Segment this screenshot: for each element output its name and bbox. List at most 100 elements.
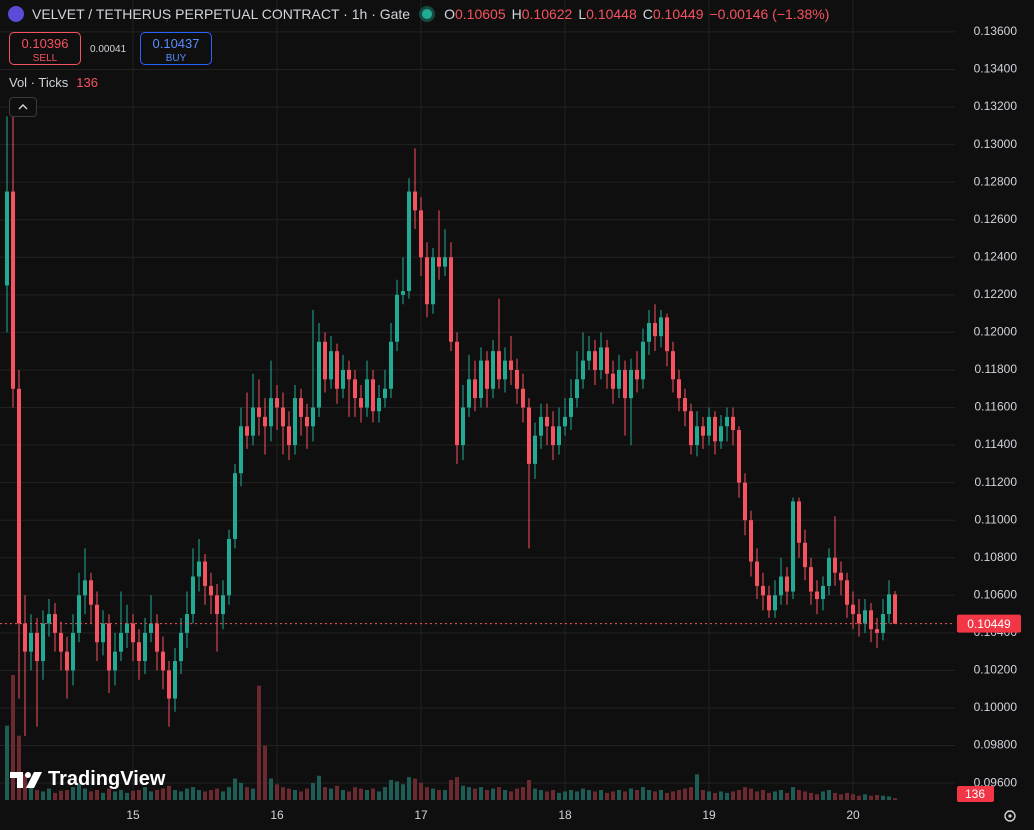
candle-body (347, 369, 351, 380)
volume-bar (659, 790, 663, 800)
candle-body (431, 257, 435, 305)
volume-bar (341, 790, 345, 800)
volume-bar (785, 792, 789, 800)
volume-bar (881, 795, 885, 800)
volume-bar (491, 788, 495, 800)
candle-body (779, 576, 783, 596)
y-tick-label: 0.11800 (975, 362, 1018, 376)
volume-bar (725, 792, 729, 800)
volume-bar (401, 784, 405, 800)
volume-bar (323, 787, 327, 800)
x-tick-label: 15 (126, 808, 140, 822)
candle-body (305, 416, 309, 427)
volume-bar (569, 790, 573, 800)
buy-button[interactable]: 0.10437 BUY (140, 32, 212, 65)
volume-bar (413, 778, 417, 800)
y-tick-label: 0.11400 (975, 437, 1018, 451)
price-axis (955, 0, 1034, 830)
change: −0.00146 (−1.38%) (709, 6, 830, 22)
candle-body (437, 257, 441, 267)
volume-bar (611, 791, 615, 800)
candle-body (731, 416, 735, 431)
ohlc-label: C (642, 6, 653, 22)
candle-body (575, 379, 579, 399)
volume-bar (815, 794, 819, 800)
volume-bar (359, 788, 363, 800)
candle-body (539, 416, 543, 436)
volume-bar (311, 782, 315, 800)
candle-body (71, 632, 75, 671)
y-tick-label: 0.10200 (974, 663, 1018, 677)
volume-bar (671, 791, 675, 800)
volume-bar (221, 791, 225, 800)
candle-body (269, 398, 273, 427)
sell-price: 0.10396 (21, 36, 69, 51)
candle-body (665, 317, 669, 352)
volume-bar (857, 795, 861, 800)
candle-body (707, 416, 711, 436)
volume-bar (821, 791, 825, 800)
volume-bar (485, 790, 489, 800)
candle-body (395, 294, 399, 342)
candle-body (839, 572, 843, 581)
volume-bar (47, 788, 51, 800)
volume-bar (791, 787, 795, 800)
candle-body (581, 360, 585, 380)
volume-bar (533, 788, 537, 800)
volume-bar (827, 790, 831, 800)
candle-body (59, 632, 63, 652)
volume-value: 136 (76, 75, 98, 90)
volume-bar (287, 788, 291, 800)
candle-body (107, 623, 111, 671)
collapse-button[interactable] (9, 97, 37, 117)
volume-bar (689, 787, 693, 800)
volume-bar (575, 791, 579, 800)
ohlc-label: L (578, 6, 587, 22)
candle-body (551, 426, 555, 446)
sell-button[interactable]: 0.10396 SELL (9, 32, 81, 65)
candle-body (149, 623, 153, 633)
candle-body (251, 407, 255, 436)
candle-body (239, 426, 243, 474)
volume-bar (305, 788, 309, 800)
candle-body (11, 191, 15, 389)
volume-bar (599, 790, 603, 800)
volume-bar (629, 788, 633, 800)
candle-body (533, 435, 537, 464)
volume-bar (29, 787, 33, 800)
volume-bar (731, 791, 735, 800)
candle-body (389, 341, 393, 389)
candle-body (503, 360, 507, 380)
candle-body (755, 561, 759, 586)
candle-body (719, 426, 723, 442)
volume-bar (437, 790, 441, 800)
volume-bar (83, 788, 87, 800)
volume-bar (863, 794, 867, 800)
volume-bar (647, 790, 651, 800)
volume-bar (581, 788, 585, 800)
candle-body (335, 351, 339, 389)
candle-body (137, 642, 141, 662)
candle-body (767, 595, 771, 611)
volume-bar (701, 790, 705, 800)
candle-body (563, 416, 567, 427)
volume-bar (425, 787, 429, 800)
candle-body (77, 595, 81, 633)
candle-body (497, 351, 501, 380)
candle-body (215, 595, 219, 615)
candle-body (635, 369, 639, 380)
volume-bar (539, 790, 543, 800)
volume-bar (53, 792, 57, 800)
volume-bar (149, 791, 153, 800)
volume-bar (233, 778, 237, 800)
volume-bar (875, 795, 879, 800)
candle-body (365, 379, 369, 408)
candle-body (455, 341, 459, 446)
candle-body (287, 426, 291, 446)
candle-body (815, 591, 819, 600)
candle-body (467, 379, 471, 408)
candle-body (419, 210, 423, 258)
candle-body (473, 379, 477, 399)
watermark-icon (10, 771, 42, 788)
candle-body (209, 585, 213, 596)
